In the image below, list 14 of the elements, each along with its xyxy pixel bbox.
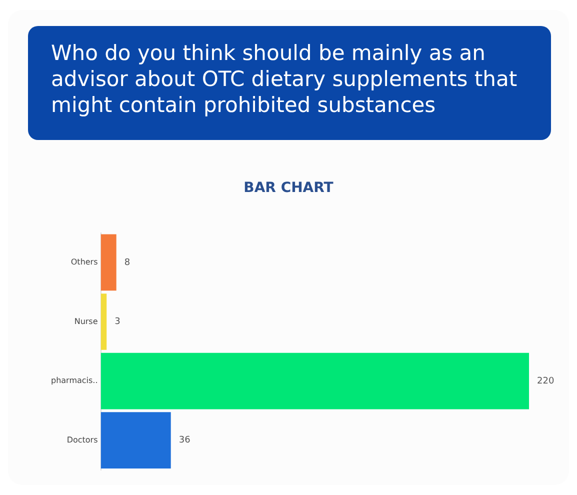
data-label: 8: [124, 258, 130, 268]
data-label: 220: [537, 376, 554, 386]
bar: [100, 294, 107, 350]
bar: [100, 412, 171, 469]
data-label: 3: [114, 317, 120, 328]
y-tick-label: Nurse: [74, 316, 98, 326]
bar: [100, 234, 116, 291]
y-tick-label: pharmacis..: [50, 376, 98, 386]
chart-title: Who do you think should be mainly as an advisor about OTC dietary supplements that might contain prohibited substances: [28, 26, 551, 140]
chart-subtitle: BAR CHART: [244, 180, 334, 196]
bar: [100, 352, 529, 410]
y-tick-label: Doctors: [66, 435, 98, 444]
data-label: 36: [178, 436, 191, 446]
y-tick-label: Others: [70, 258, 98, 267]
